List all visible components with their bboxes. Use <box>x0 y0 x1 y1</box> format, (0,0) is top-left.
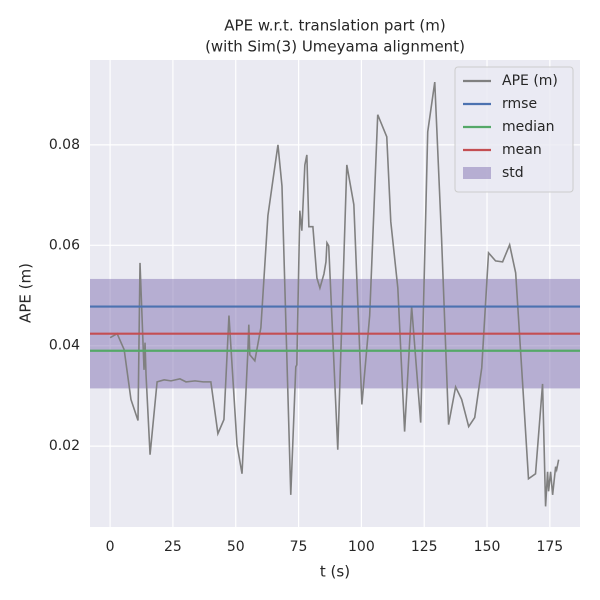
x-axis-label: t (s) <box>320 563 350 581</box>
chart-subtitle: (with Sim(3) Umeyama alignment) <box>205 38 465 56</box>
legend-swatch <box>463 167 491 179</box>
x-tick-label: 25 <box>164 539 182 555</box>
x-tick-label: 150 <box>474 539 501 555</box>
y-tick-label: 0.08 <box>49 137 80 153</box>
x-tick-label: 0 <box>106 539 115 555</box>
legend-label: mean <box>502 142 542 158</box>
y-tick-label: 0.04 <box>49 338 80 354</box>
legend-label: rmse <box>502 96 537 112</box>
x-tick-label: 175 <box>536 539 563 555</box>
chart-title: APE w.r.t. translation part (m) <box>224 17 445 35</box>
legend-label: std <box>502 165 524 181</box>
ape-line <box>109 81 560 507</box>
y-axis-label: APE (m) <box>17 263 35 323</box>
x-tick-label: 125 <box>411 539 438 555</box>
y-tick-label: 0.06 <box>49 237 80 253</box>
legend-box <box>454 66 574 193</box>
x-tick-label: 75 <box>290 539 308 555</box>
y-tick-label: 0.02 <box>49 438 80 454</box>
legend-label: APE (m) <box>502 73 558 89</box>
x-tick-label: 100 <box>348 539 375 555</box>
x-tick-label: 50 <box>227 539 245 555</box>
legend-label: median <box>502 119 554 135</box>
plot-layer <box>90 81 580 507</box>
